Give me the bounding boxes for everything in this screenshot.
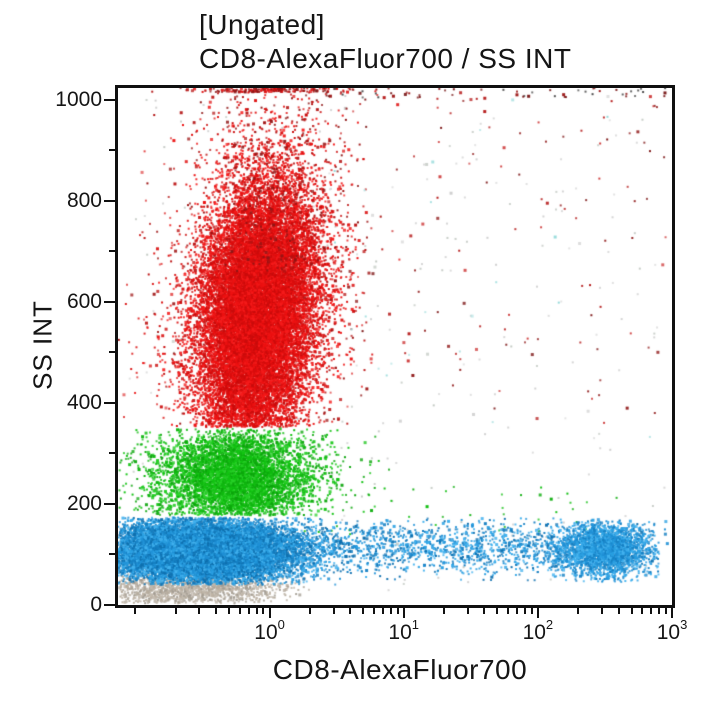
x-minor-tick-mark [630,608,633,614]
plot-frame [115,85,675,608]
y-tick-label: 1000 [55,87,102,111]
x-minor-tick-mark [664,608,667,614]
y-tick-mark [104,98,115,101]
y-tick-label: 0 [90,593,102,616]
x-minor-tick-mark [617,608,620,614]
x-minor-tick-mark [507,608,510,614]
parameters-title: CD8-AlexaFluor700 / SS INT [199,43,572,74]
gate-name-title: [Ungated] [199,9,325,40]
x-minor-tick-mark [443,608,446,614]
x-tick-label: 101 [388,617,420,644]
y-minor-tick-mark [109,553,115,556]
y-tick-label: 800 [66,188,102,212]
y-tick-mark [104,199,115,202]
y-tick-mark [104,300,115,303]
y-tick-mark [104,604,115,606]
x-minor-tick-mark [577,608,580,614]
y-minor-tick-mark [109,250,115,253]
x-minor-tick-mark [349,608,352,614]
x-minor-tick-mark [600,608,603,614]
x-minor-tick-mark [215,608,218,614]
x-minor-tick-mark [332,608,335,614]
y-tick-mark [104,401,115,404]
x-minor-tick-mark [381,608,384,614]
x-tick-mark [536,608,539,618]
x-minor-tick-mark [516,608,519,614]
x-axis-title: CD8-AlexaFluor700 [272,654,528,685]
x-minor-tick-mark [362,608,365,614]
x-minor-tick-mark [262,608,265,614]
x-minor-tick-mark [255,608,258,614]
x-minor-tick-mark [389,608,392,614]
y-minor-tick-mark [109,149,115,152]
x-tick-label: 102 [522,617,554,644]
y-axis-title: SS INT [27,300,58,390]
x-minor-tick-mark [483,608,486,614]
x-minor-tick-mark [134,608,137,614]
x-minor-tick-mark [396,608,399,614]
y-minor-tick-mark [109,452,115,455]
x-minor-tick-mark [308,608,311,614]
y-minor-tick-mark [109,351,115,354]
x-minor-tick-mark [658,608,660,614]
y-tick-label: 200 [66,491,102,515]
y-tick-mark [104,502,115,505]
x-tick-label: 103 [656,617,688,644]
x-minor-tick-mark [496,608,499,614]
x-minor-tick-mark [238,608,241,614]
scatter-dots-canvas [118,88,672,605]
x-minor-tick-mark [372,608,375,614]
x-minor-tick-mark [650,608,653,614]
chart-title-block: [Ungated] CD8-AlexaFluor700 / SS INT [199,8,571,76]
x-minor-tick-mark [466,608,469,614]
x-minor-tick-mark [198,608,201,614]
x-minor-tick-mark [247,608,250,614]
x-minor-tick-mark [641,608,644,614]
x-minor-tick-mark [523,608,526,614]
x-tick-mark [402,608,405,618]
x-tick-label: 100 [254,617,285,644]
x-tick-mark [268,608,271,618]
x-minor-tick-mark [174,608,177,614]
x-minor-tick-mark [530,608,533,614]
x-tick-mark [671,608,673,618]
y-tick-label: 600 [66,289,102,313]
x-minor-tick-mark [228,608,231,614]
y-tick-label: 400 [66,390,102,414]
